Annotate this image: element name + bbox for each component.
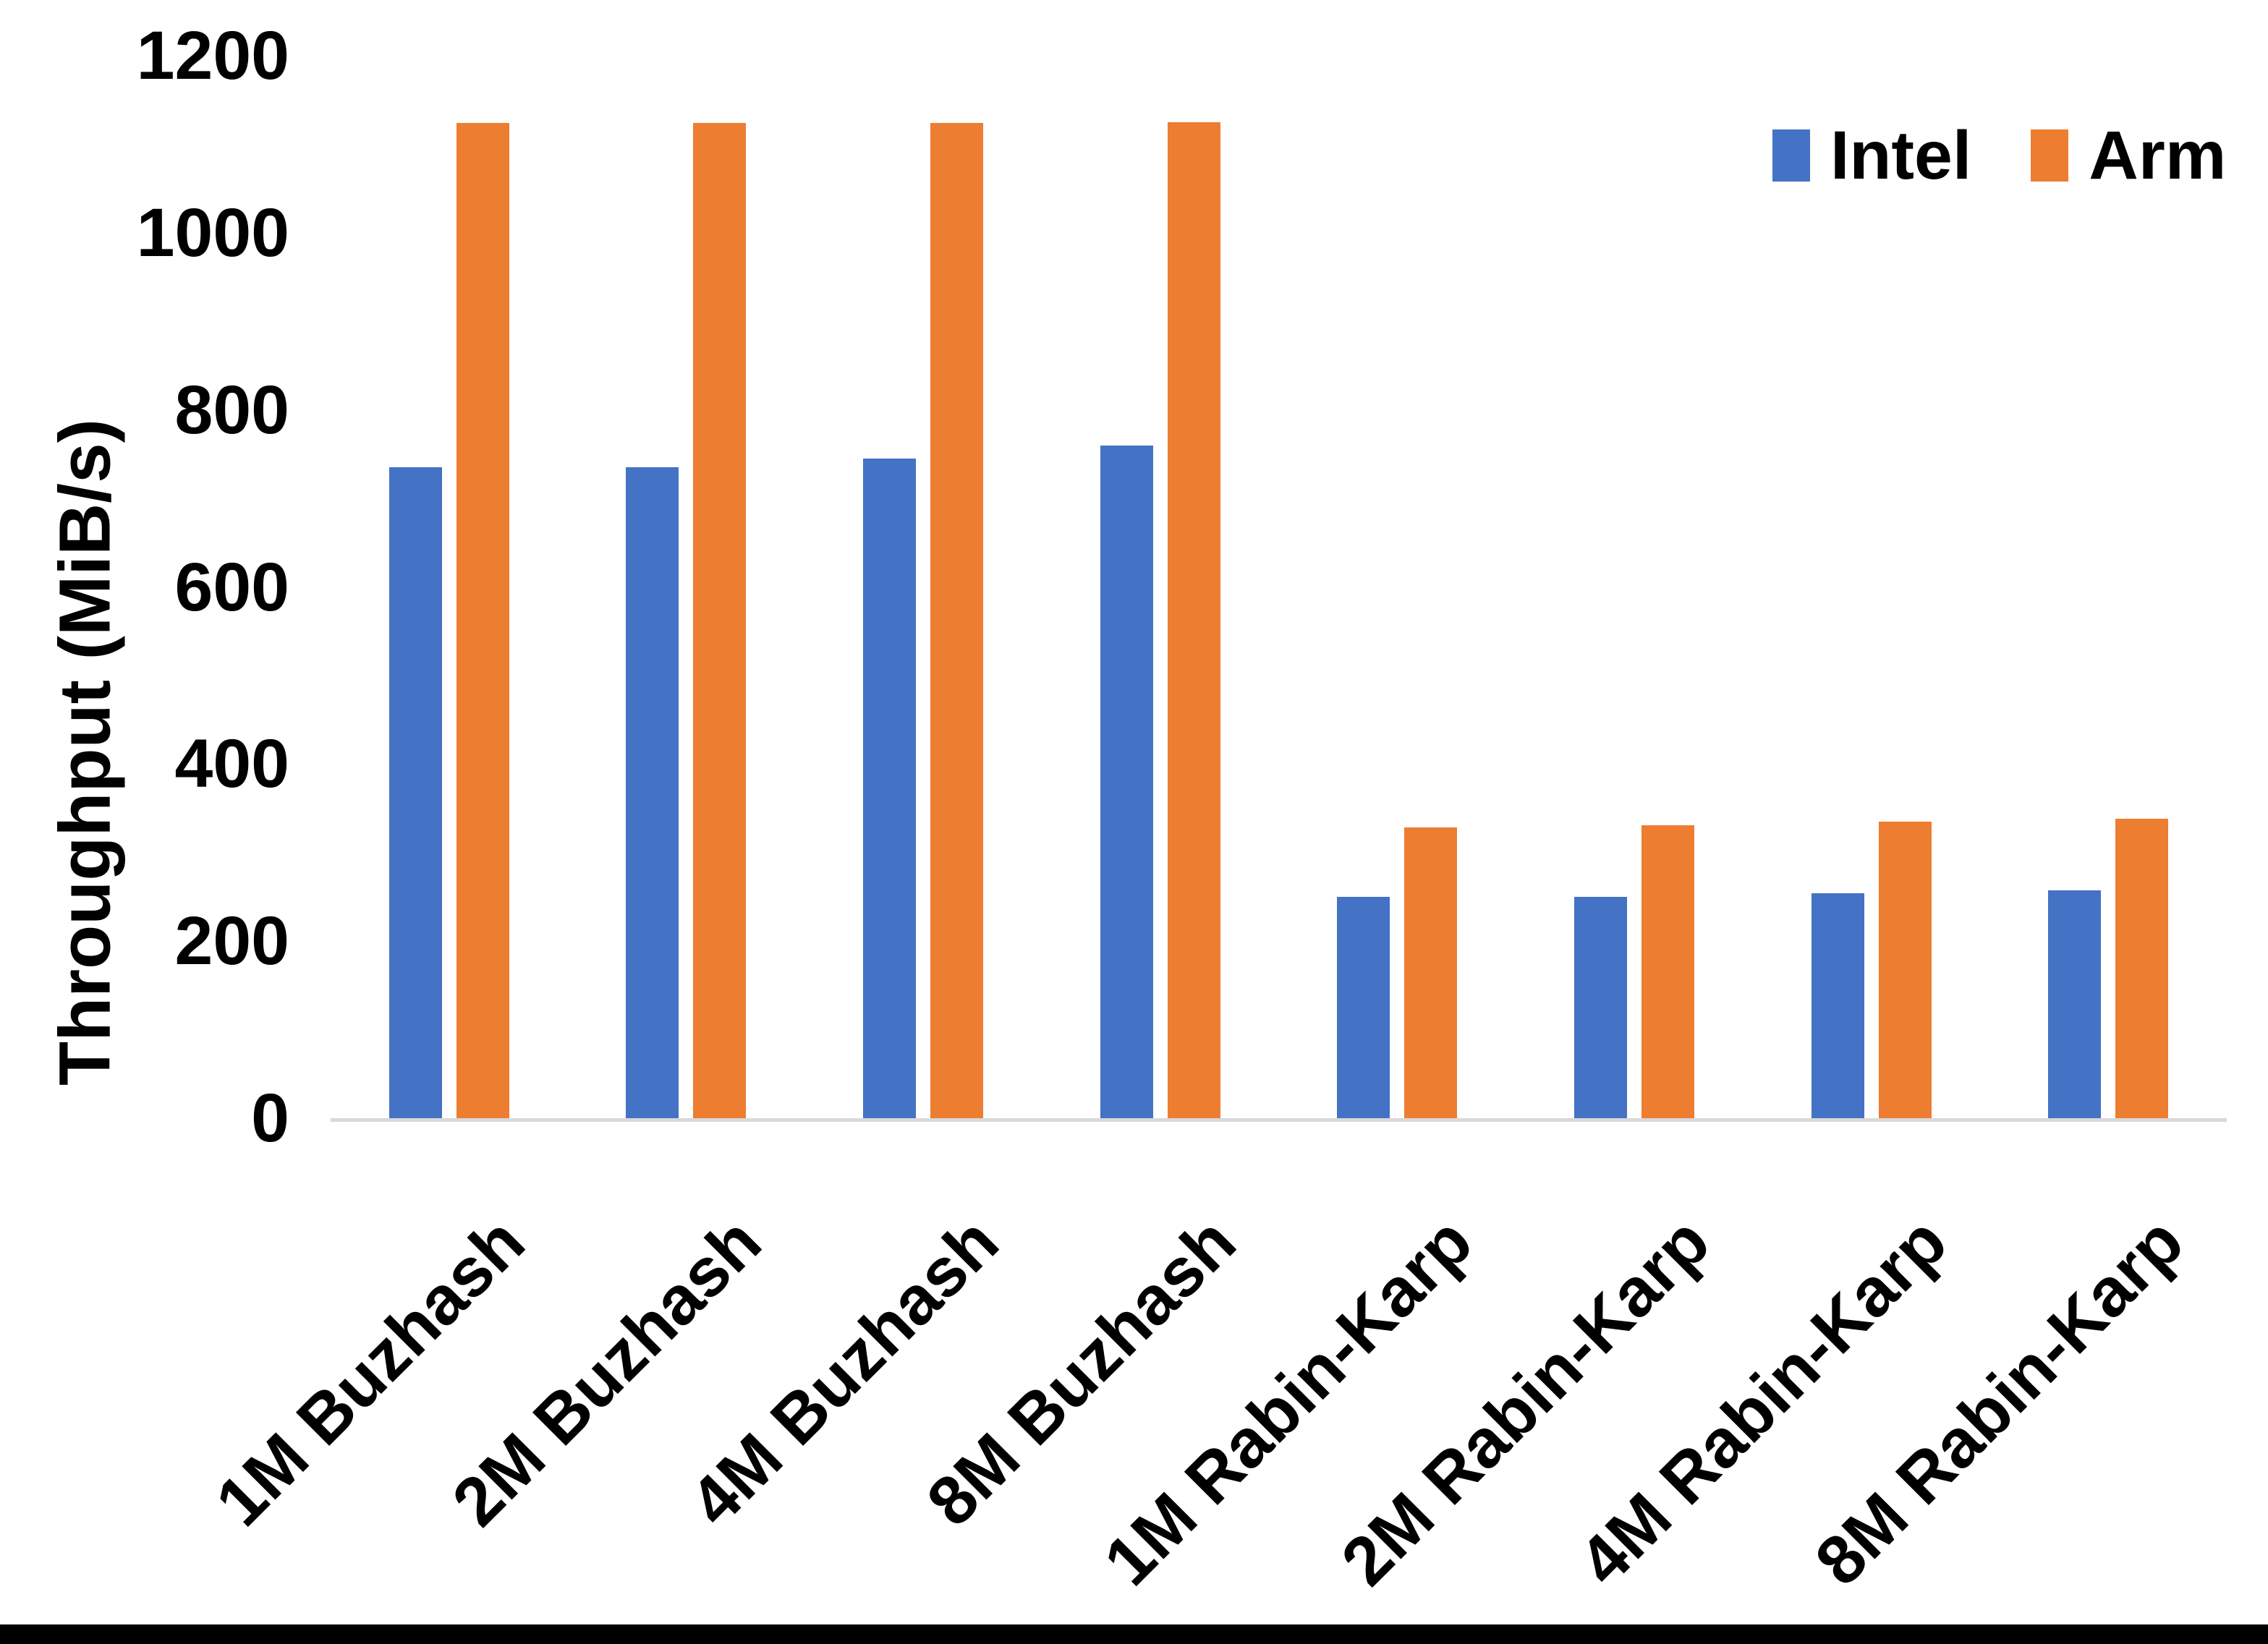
bar-arm-4m-buzhash [930, 123, 983, 1118]
bottom-border [0, 1624, 2268, 1644]
bar-intel-8m-buzhash [1100, 446, 1153, 1118]
bar-arm-4m-rabin-karp [1879, 822, 1932, 1118]
x-axis-line [331, 1118, 2227, 1122]
bar-arm-8m-buzhash [1168, 122, 1220, 1118]
bar-intel-1m-buzhash [389, 467, 442, 1118]
x-category-label: 1M Buzhash [201, 1203, 540, 1541]
y-tick-label: 800 [174, 371, 289, 448]
y-tick-label: 0 [251, 1080, 289, 1157]
bar-intel-8m-rabin-karp [2048, 890, 2101, 1118]
legend-swatch-intel [1772, 129, 1810, 182]
bar-arm-8m-rabin-karp [2115, 819, 2168, 1118]
bar-intel-2m-rabin-karp [1574, 897, 1627, 1118]
legend-item-arm: Arm [2031, 116, 2226, 195]
legend-label-intel: Intel [1830, 117, 1972, 194]
bar-intel-1m-rabin-karp [1337, 897, 1390, 1118]
y-tick-label: 1000 [136, 194, 289, 271]
y-tick-label: 600 [174, 548, 289, 626]
bar-arm-2m-rabin-karp [1641, 825, 1694, 1118]
legend-label-arm: Arm [2089, 117, 2227, 194]
bar-intel-4m-buzhash [863, 459, 916, 1118]
y-tick-label: 200 [174, 903, 289, 980]
y-tick-label: 1200 [136, 17, 289, 94]
legend-swatch-arm [2031, 129, 2069, 182]
legend: Intel Arm [1772, 116, 2226, 195]
y-tick-label: 400 [174, 725, 289, 803]
bar-arm-1m-rabin-karp [1404, 827, 1457, 1118]
bar-arm-1m-buzhash [456, 123, 509, 1118]
bar-intel-4m-rabin-karp [1812, 893, 1864, 1118]
bar-arm-2m-buzhash [693, 123, 746, 1118]
bar-intel-2m-buzhash [626, 467, 679, 1118]
legend-item-intel: Intel [1772, 116, 1971, 195]
